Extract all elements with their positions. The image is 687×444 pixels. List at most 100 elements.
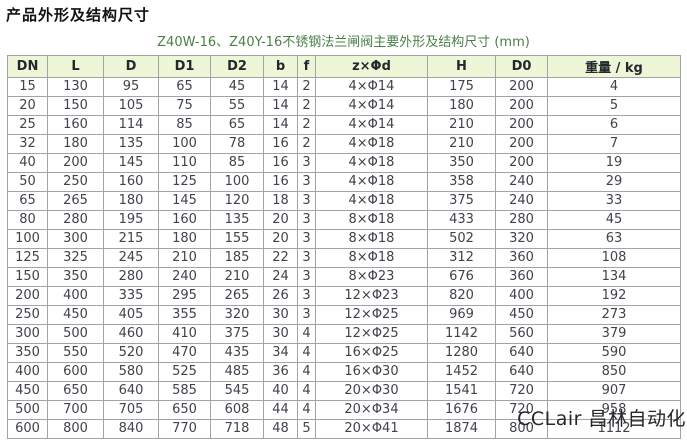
spec-table-header: DN L D D1 D2 b f z×Φd H D0 重量 / kg [7, 55, 681, 78]
table-cell: 720 [495, 381, 548, 401]
table-cell: 1112 [547, 419, 681, 439]
table-cell: 150 [47, 96, 104, 116]
table-cell: 195 [103, 210, 159, 230]
table-cell: 705 [103, 400, 159, 420]
table-cell: 5 [547, 96, 681, 116]
table-cell: 450 [47, 305, 104, 325]
table-cell: 95 [103, 77, 159, 97]
table-cell: 108 [547, 248, 681, 268]
table-cell: 580 [103, 362, 159, 382]
table-cell: 8×Φ18 [315, 248, 428, 268]
table-cell: 145 [103, 153, 159, 173]
table-cell: 7 [547, 134, 681, 154]
table-cell: 650 [158, 400, 211, 420]
table-cell: 375 [210, 324, 264, 344]
table-cell: 20 [263, 229, 298, 249]
table-cell: 16 [263, 134, 298, 154]
table-cell: 210 [427, 115, 496, 135]
table-cell: 450 [495, 305, 548, 325]
watermark: CCLair 昌林自动化 [517, 408, 686, 430]
table-cell: 210 [427, 134, 496, 154]
table-cell: 4×Φ18 [315, 153, 428, 173]
table-cell: 200 [7, 286, 48, 306]
table-cell: 379 [547, 324, 681, 344]
table-cell: 3 [297, 153, 316, 173]
table-header-cell: 重量 / kg [547, 55, 681, 78]
table-cell: 25 [7, 115, 48, 135]
table-cell: 12×Φ25 [315, 324, 428, 344]
table-cell: 1676 [427, 400, 496, 420]
table-cell: 34 [263, 343, 298, 363]
table-cell: 8×Φ18 [315, 229, 428, 249]
table-cell: 520 [103, 343, 159, 363]
table-cell: 180 [427, 96, 496, 116]
table-cell: 45 [547, 210, 681, 230]
table-cell: 15 [7, 77, 48, 97]
table-cell: 850 [547, 362, 681, 382]
table-header-cell: D2 [210, 55, 264, 78]
table-cell: 608 [210, 400, 264, 420]
table-header-cell: f [297, 55, 316, 78]
table-cell: 44 [263, 400, 298, 420]
table-cell: 105 [103, 96, 159, 116]
table-cell: 145 [158, 191, 211, 211]
table-header-cell: D1 [158, 55, 211, 78]
table-cell: 4×Φ14 [315, 96, 428, 116]
table-cell: 80 [7, 210, 48, 230]
table-cell: 435 [210, 343, 264, 363]
table-header-cell: DN [7, 55, 48, 78]
table-row: 100 300 215 180 155 20 3 8×Φ18 502 320 63 [7, 229, 681, 249]
table-cell: 100 [7, 229, 48, 249]
table-cell: 30 [263, 324, 298, 344]
table-cell: 210 [210, 267, 264, 287]
table-cell: 4 [297, 343, 316, 363]
table-cell: 180 [158, 229, 211, 249]
table-cell: 4 [297, 324, 316, 344]
table-cell: 65 [158, 77, 211, 97]
table-cell: 160 [47, 115, 104, 135]
table-cell: 550 [47, 343, 104, 363]
table-cell: 1452 [427, 362, 496, 382]
table-cell: 720 [495, 400, 548, 420]
table-cell: 360 [495, 248, 548, 268]
table-cell: 200 [47, 153, 104, 173]
table-cell: 5 [297, 419, 316, 439]
table-cell: 175 [427, 77, 496, 97]
table-header-row: DN L D D1 D2 b f z×Φd H D0 重量 / kg [7, 55, 681, 78]
table-cell: 185 [210, 248, 264, 268]
table-cell: 1142 [427, 324, 496, 344]
table-row: 50 250 160 125 100 16 3 4×Φ18 358 240 29 [7, 172, 681, 192]
table-cell: 500 [7, 400, 48, 420]
table-cell: 590 [547, 343, 681, 363]
table-cell: 676 [427, 267, 496, 287]
table-cell: 135 [103, 134, 159, 154]
table-header-cell: L [47, 55, 104, 78]
table-cell: 650 [47, 381, 104, 401]
table-cell: 33 [547, 191, 681, 211]
table-cell: 700 [47, 400, 104, 420]
table-cell: 4×Φ18 [315, 191, 428, 211]
table-cell: 130 [47, 77, 104, 97]
table-cell: 640 [103, 381, 159, 401]
table-cell: 1541 [427, 381, 496, 401]
table-cell: 460 [103, 324, 159, 344]
table-row: 250 450 405 355 320 30 3 12×Φ25 969 450 273 [7, 305, 681, 325]
table-cell: 18 [263, 191, 298, 211]
table-cell: 4×Φ18 [315, 172, 428, 192]
table-cell: 16×Φ30 [315, 362, 428, 382]
table-cell: 78 [210, 134, 264, 154]
table-cell: 800 [47, 419, 104, 439]
table-cell: 3 [297, 286, 316, 306]
table-cell: 200 [495, 153, 548, 173]
table-header-cell: D [103, 55, 159, 78]
table-cell: 265 [210, 286, 264, 306]
table-header-cell: z×Φd [315, 55, 428, 78]
spec-table-body: 15 130 95 65 45 14 2 4×Φ14 175 200 4 20 150 105 75 55 14… [7, 77, 681, 439]
table-row: 500 700 705 650 608 44 4 20×Φ34 1676 720 958 [7, 400, 681, 420]
table-cell: 134 [547, 267, 681, 287]
table-cell: 125 [7, 248, 48, 268]
table-cell: 16×Φ25 [315, 343, 428, 363]
table-row: 200 400 335 295 265 26 3 12×Φ23 820 400 192 [7, 286, 681, 306]
table-row: 400 600 580 525 485 36 4 16×Φ30 1452 640 850 [7, 362, 681, 382]
table-cell: 1874 [427, 419, 496, 439]
